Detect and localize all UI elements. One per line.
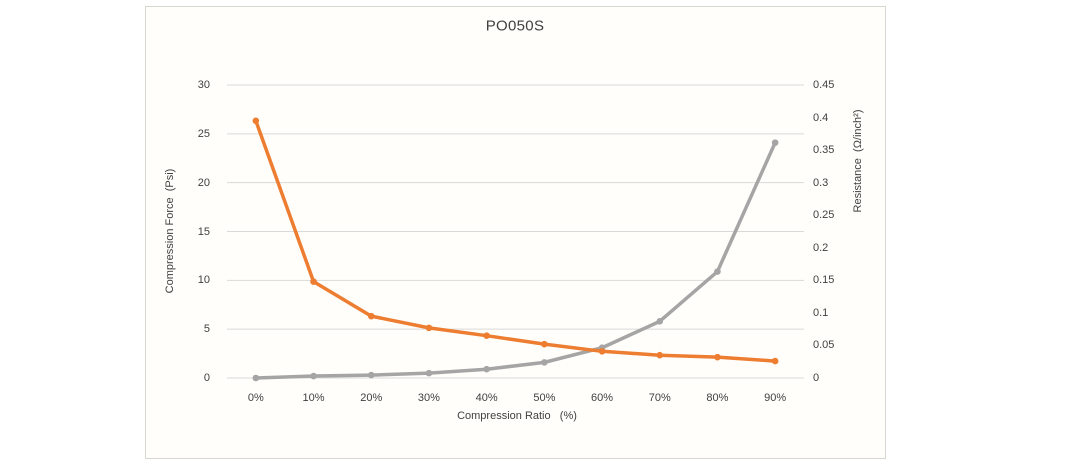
- data-point-resistance: [367, 312, 375, 320]
- right-axis-tick-label: 0.4: [813, 111, 829, 124]
- data-point-compression-force: [541, 359, 548, 366]
- data-point-resistance: [541, 340, 548, 348]
- data-point-resistance: [656, 351, 664, 359]
- x-axis-tick-label: 0%: [247, 392, 264, 404]
- plot-area: [227, 84, 804, 382]
- left-axis-tick-label: 25: [197, 127, 210, 140]
- data-point-compression-force: [367, 371, 375, 379]
- x-axis-tick-label: 40%: [475, 392, 498, 404]
- right-axis-tick-label: 0.2: [813, 241, 829, 254]
- left-axis-tick-label: 0: [203, 372, 210, 384]
- data-point-compression-force: [483, 365, 490, 373]
- series-line-resistance: [254, 119, 777, 363]
- x-axis-tick-label: 30%: [417, 392, 440, 404]
- left-axis-tick-label: 10: [197, 274, 210, 287]
- x-axis-tick-label: 80%: [706, 392, 729, 404]
- right-axis-tick-label: 0.05: [813, 339, 835, 352]
- x-axis-tick-label: 70%: [648, 392, 671, 404]
- data-point-resistance: [310, 278, 317, 285]
- chart-container: PO050S Compression Force (Psi) Resistanc…: [145, 6, 886, 459]
- x-axis-title: Compression Ratio (%): [457, 410, 577, 422]
- data-point-resistance: [714, 353, 721, 361]
- data-point-compression-force: [714, 268, 721, 275]
- data-point-resistance: [483, 332, 490, 339]
- x-axis-tick-label: 10%: [302, 392, 325, 404]
- x-axis-tick-label: 90%: [764, 392, 787, 404]
- data-point-compression-force: [425, 369, 433, 377]
- series-line-compression-force: [254, 140, 777, 380]
- data-point-resistance: [425, 324, 433, 332]
- x-axis-tick-label: 20%: [360, 392, 383, 404]
- right-axis-tick-label: 0.25: [813, 209, 835, 222]
- left-axis-tick-label: 20: [197, 176, 210, 189]
- data-point-compression-force: [771, 139, 779, 146]
- data-point-compression-force: [656, 318, 664, 325]
- left-axis-tick-label: 15: [197, 225, 210, 238]
- data-point-resistance: [598, 348, 606, 355]
- data-point-compression-force: [310, 372, 317, 380]
- data-point-resistance: [771, 357, 779, 365]
- left-axis-tick-label: 5: [203, 323, 210, 336]
- x-axis-tick-label: 50%: [533, 392, 556, 404]
- x-axis-tick-label: 60%: [591, 392, 614, 404]
- left-axis-tick-label: 30: [197, 79, 210, 91]
- right-axis-tick-label: 0: [813, 372, 820, 384]
- data-point-resistance: [252, 117, 260, 125]
- right-axis-title: Resistance (Ω/inch²): [852, 109, 864, 213]
- data-point-compression-force: [252, 374, 260, 382]
- right-axis-tick-label: 0.15: [813, 274, 835, 287]
- right-axis-tick-label: 0.35: [813, 144, 835, 157]
- right-axis-tick-label: 0.3: [813, 176, 829, 189]
- chart-title: PO050S: [485, 17, 545, 35]
- right-axis-tick-label: 0.1: [813, 306, 829, 319]
- right-axis-tick-label: 0.45: [813, 79, 835, 91]
